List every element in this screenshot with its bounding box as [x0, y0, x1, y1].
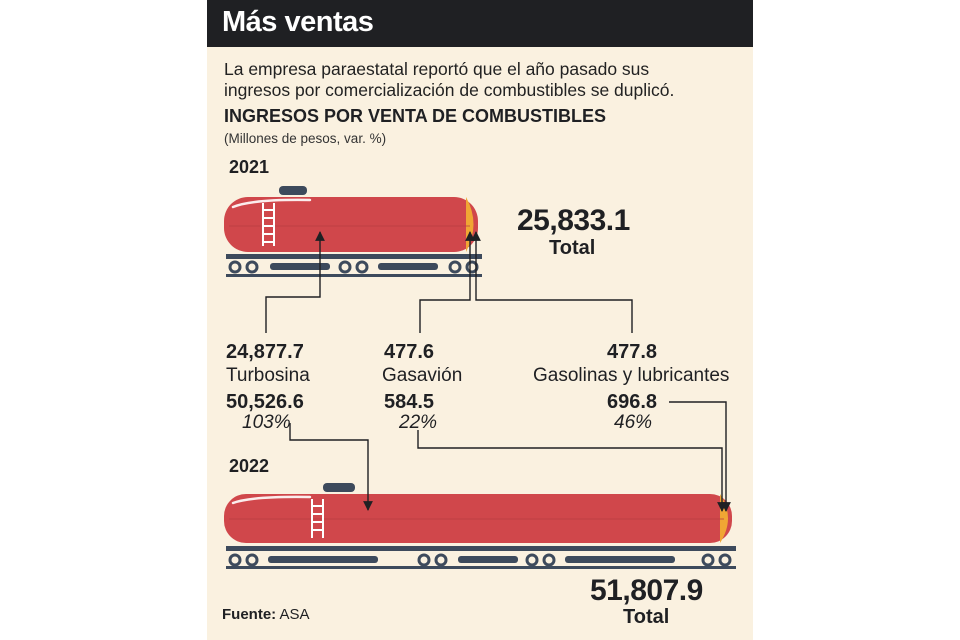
total-label-2022: Total — [623, 606, 670, 628]
wheels-2022 — [228, 553, 732, 567]
tank-car-2022 — [224, 483, 736, 569]
gasolinas-label: Gasolinas y lubricantes — [533, 365, 730, 386]
total-value-2021: 25,833.1 — [517, 204, 630, 237]
rail-2021 — [226, 254, 482, 259]
year-label-2022: 2022 — [229, 456, 270, 476]
arrow-turbosina-2021 — [265, 231, 325, 333]
source-value: ASA — [279, 606, 310, 623]
tank-hatch-2022 — [323, 483, 355, 492]
arrow-gasavion-2022 — [417, 430, 727, 512]
gasolinas-value-2021: 477.8 — [607, 341, 658, 363]
arrow-gasavion-2021 — [419, 231, 475, 333]
year-label-2021: 2021 — [229, 157, 270, 177]
page-title: Más ventas — [222, 6, 374, 38]
tank-hatch-2021 — [279, 186, 307, 195]
gasolinas-variation: 46% — [614, 412, 653, 433]
source-note: Fuente: ASA — [222, 606, 310, 623]
chart-title: INGRESOS POR VENTA DE COMBUSTIBLES — [224, 106, 607, 126]
total-value-2022: 51,807.9 — [590, 574, 703, 607]
gasavion-label: Gasavión — [382, 365, 463, 386]
tank-body-2022 — [224, 494, 732, 543]
intro-line-2: ingresos por comercialización de combust… — [224, 80, 675, 100]
turbosina-value-2021: 24,877.7 — [226, 341, 304, 363]
turbosina-label: Turbosina — [226, 365, 310, 386]
tank-car-2021 — [224, 186, 482, 277]
arrow-gasolinas-2022 — [669, 401, 731, 512]
tank-cap-2022 — [720, 494, 728, 543]
ladder-icon — [311, 499, 324, 538]
turbosina-value-2022: 50,526.6 — [226, 391, 304, 413]
source-label: Fuente: — [222, 606, 277, 623]
header-bar — [207, 0, 753, 47]
gasavion-value-2022: 584.5 — [384, 391, 435, 413]
chart-subtitle: (Millones de pesos, var. %) — [224, 131, 387, 146]
arrow-turbosina-2022 — [289, 423, 373, 511]
wheels-2021 — [228, 260, 479, 274]
gasolinas-value-2022: 696.8 — [607, 391, 658, 413]
intro-text: La empresa paraestatal reportó que el añ… — [224, 59, 744, 101]
ladder-icon — [262, 203, 275, 246]
tank-body-2021 — [224, 197, 478, 252]
gasavion-variation: 22% — [399, 412, 438, 433]
gasavion-value-2021: 477.6 — [384, 341, 435, 363]
turbosina-variation: 103% — [242, 412, 291, 433]
intro-line-1: La empresa paraestatal reportó que el añ… — [224, 59, 650, 79]
arrow-gasolinas-2021 — [471, 231, 633, 333]
total-label-2021: Total — [549, 237, 596, 259]
rail-2022 — [226, 546, 736, 551]
